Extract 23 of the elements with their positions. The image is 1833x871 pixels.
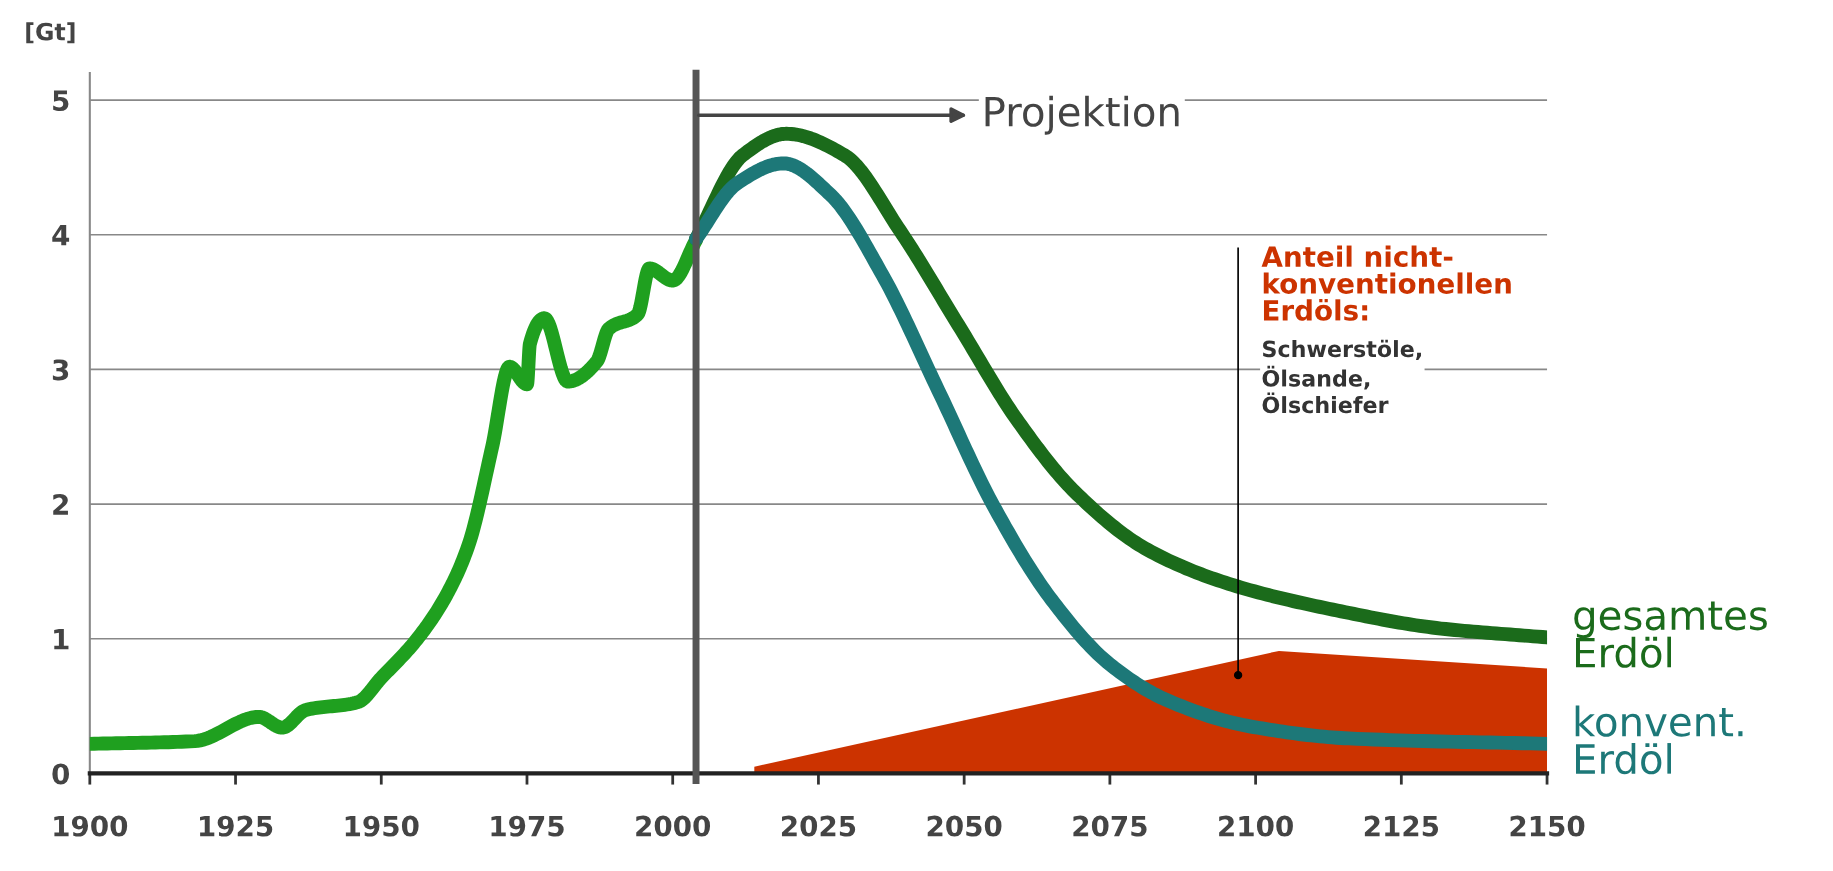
y-tick-label: 1 — [54, 629, 69, 650]
series-label: gesamtes Erdöl — [1574, 601, 1767, 668]
x-tick-label: 2000 — [636, 815, 711, 837]
annotation: Anteil nicht- konventionellen Erdöls: — [1261, 245, 1511, 321]
annotation: Projektion — [985, 95, 1179, 135]
x-tick-label: 1950 — [345, 815, 419, 837]
y-axis-title: [Gt] — [26, 22, 75, 44]
x-tick-label: 2050 — [927, 815, 1002, 837]
y-tick-label: 2 — [53, 494, 68, 515]
y-tick-label: 0 — [52, 763, 70, 785]
x-tick-label: 2100 — [1219, 815, 1293, 837]
x-tick-label: 2150 — [1510, 815, 1585, 837]
x-tick-label: 1925 — [200, 815, 273, 837]
y-tick-label: 3 — [52, 359, 69, 381]
x-tick-label: 1900 — [54, 815, 128, 837]
x-tick-label: 1975 — [491, 815, 564, 837]
series-label: konvent. Erdöl — [1575, 705, 1743, 775]
x-tick-label: 2075 — [1073, 815, 1147, 837]
y-tick-label: 4 — [52, 225, 70, 246]
x-tick-label: 2125 — [1364, 815, 1439, 837]
x-tick-label: 2025 — [781, 815, 856, 837]
y-tick-label: 5 — [53, 90, 69, 112]
annotation: Schwerstöle, Ölsande, Ölschiefer — [1262, 339, 1421, 414]
